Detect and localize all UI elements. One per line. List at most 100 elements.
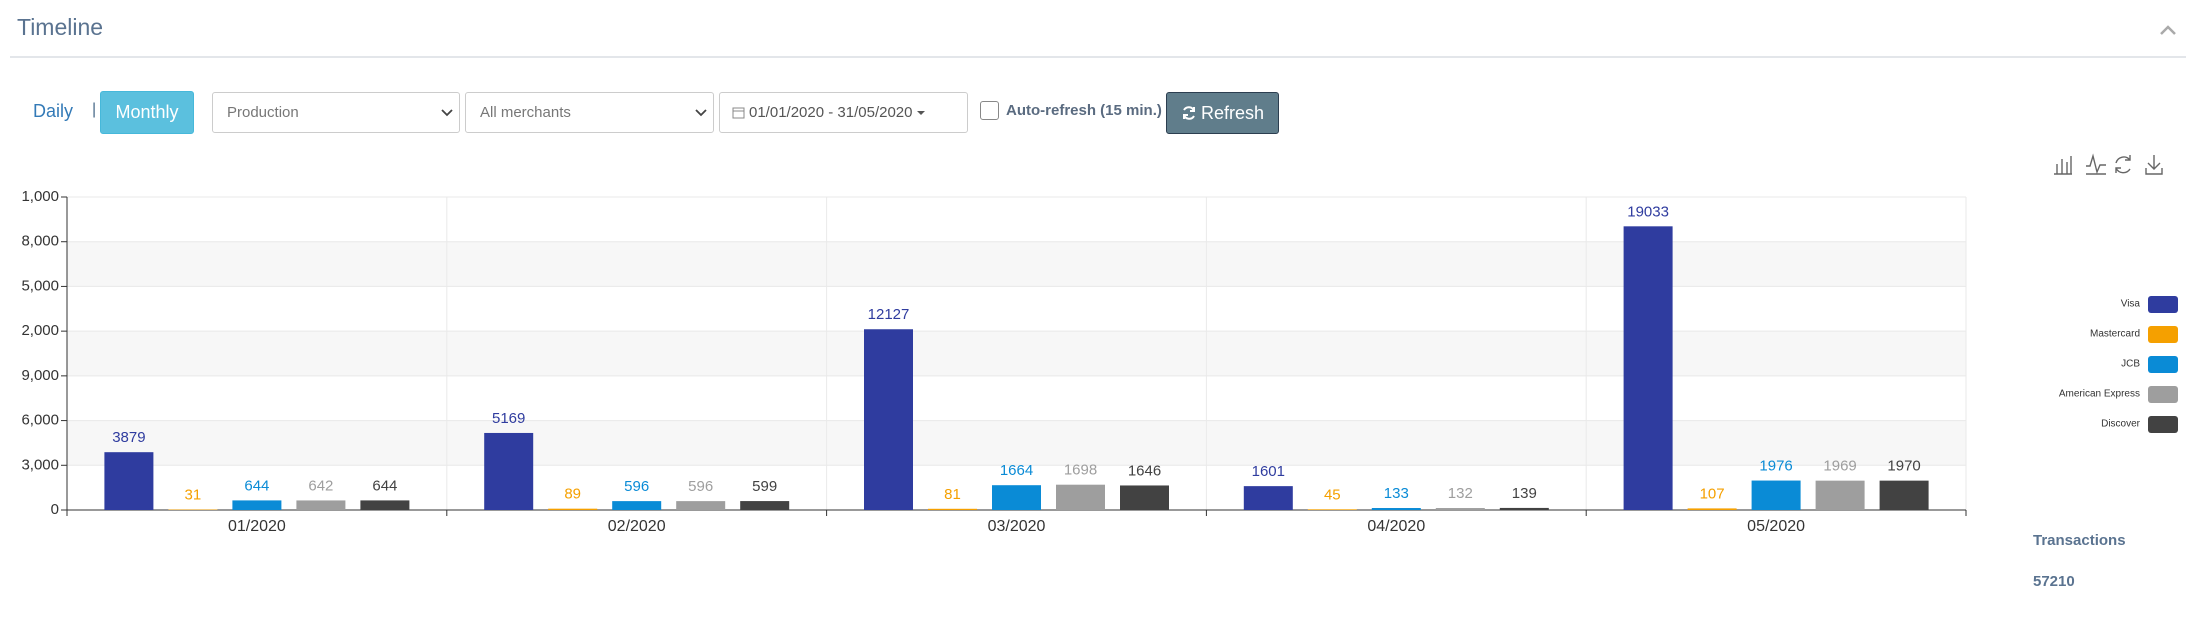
y-tick-label: 5,000 [21,277,59,294]
download-icon[interactable] [2145,155,2163,175]
bar [1879,480,1929,510]
value-label: 1969 [1823,458,1856,475]
value-label: 599 [752,478,777,495]
x-tick-label: 04/2020 [1367,518,1425,535]
collapse-toggle[interactable] [2156,20,2180,40]
bar [296,500,346,510]
legend-label: American Express [2059,389,2140,400]
y-tick-label: 9,000 [21,367,59,384]
value-label: 45 [1324,486,1341,503]
monthly-tab[interactable]: Monthly [100,91,194,134]
value-label: 139 [1512,485,1537,502]
date-range-text: 01/01/2020 - 31/05/2020 [749,104,913,121]
bar [612,501,662,510]
legend-label: Visa [2121,299,2141,310]
x-tick-label: 03/2020 [988,518,1046,535]
bar [1120,485,1169,510]
bar [676,501,726,510]
grid-band [67,420,1966,466]
refresh-text: Refresh [1200,102,1265,123]
tab-separator: | [92,101,97,118]
environment-select[interactable]: Production [212,92,460,133]
bar [1687,508,1737,510]
y-tick-label: 3,000 [21,456,59,473]
grid-band [67,241,1966,287]
value-label: 596 [688,478,713,495]
legend-label: Mastercard [2090,329,2140,340]
bar [1243,486,1293,510]
bar [1056,484,1105,510]
value-label: 1646 [1128,462,1161,479]
y-tick-label: 0 [51,501,59,518]
bar [864,329,913,510]
bar [548,508,598,510]
value-label: 5169 [492,410,525,427]
bar-view-icon[interactable] [2054,156,2072,175]
value-label: 1970 [1887,458,1920,475]
x-tick-label: 01/2020 [228,518,286,535]
select-text: All merchants [480,104,571,121]
panel-title: Timeline [17,14,104,40]
reset-icon[interactable] [2115,155,2131,174]
value-label: 31 [185,487,202,504]
value-label: 107 [1700,485,1725,502]
daily-tab[interactable]: Daily [33,101,74,121]
y-tick-label: 2,000 [21,322,59,339]
bar [484,432,534,510]
value-label: 1601 [1252,463,1285,480]
chart-toolbar [2054,153,2163,175]
bar [1307,509,1357,510]
y-tick-label: 1,000 [21,188,59,205]
legend-swatch [2148,356,2178,373]
bar [1435,508,1485,510]
value-label: 19033 [1627,203,1669,220]
summary-label: Transactions [2033,532,2126,549]
select-text: Production [227,104,299,121]
bar [1623,226,1673,510]
value-label: 132 [1448,485,1473,502]
value-label: 1976 [1759,458,1792,475]
merchant-select[interactable]: All merchants [465,92,714,133]
bar [1751,480,1801,510]
legend-label: JCB [2121,359,2140,370]
bar [928,508,977,510]
date-range-picker[interactable]: 01/01/2020 - 31/05/2020 [719,92,968,133]
bar [104,452,154,510]
auto-refresh-checkbox[interactable] [980,101,999,120]
legend-swatch [2148,326,2178,343]
value-label: 12127 [868,306,910,323]
line-view-icon[interactable] [2086,153,2106,175]
legend-swatch [2148,386,2178,403]
y-tick-label: 6,000 [21,412,59,429]
legend-swatch [2148,296,2178,313]
bar [1371,508,1421,510]
value-label: 81 [944,486,961,503]
value-label: 596 [624,478,649,495]
bar [992,485,1041,510]
x-tick-label: 02/2020 [608,518,666,535]
grid-band [67,331,1966,376]
y-tick-label: 8,000 [21,233,59,250]
legend-label: Discover [2101,419,2141,430]
chart: 0 3,000 6,000 9,000 2,000 5,000 8,000 1,000 01/2… [21,188,2178,535]
value-label: 644 [244,477,269,494]
value-label: 3879 [112,429,145,446]
bar [1815,480,1865,510]
value-label: 642 [308,477,333,494]
auto-refresh-label[interactable]: Auto-refresh (15 min.) [1006,102,1162,119]
value-label: 1698 [1064,462,1097,479]
bar [1499,507,1549,510]
x-tick-label: 05/2020 [1747,518,1805,535]
bar [360,500,410,510]
value-label: 133 [1384,485,1409,502]
separator [10,56,2186,58]
bar [740,501,790,510]
value-label: 644 [372,477,397,494]
bar [232,500,282,510]
legend-swatch [2148,416,2178,433]
value-label: 89 [564,486,581,503]
value-label: 1664 [1000,462,1033,479]
summary-value: 57210 [2033,573,2075,590]
refresh-button[interactable]: Refresh [1166,92,1279,134]
